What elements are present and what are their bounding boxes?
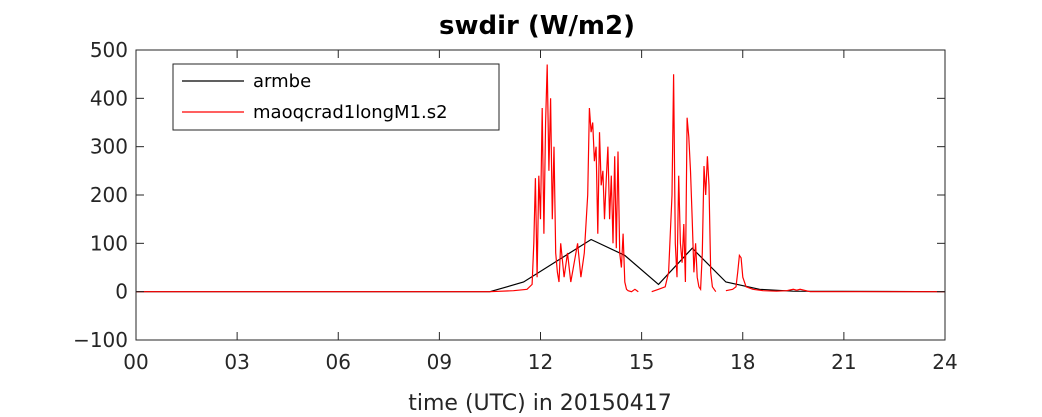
x-axis-label: time (UTC) in 20150417 <box>408 391 672 416</box>
axes: 00 03 06 09 12 15 18 21 24 −100 0 100 200 300 400 500 <box>73 38 958 374</box>
series-line-armbe-0 <box>136 238 946 293</box>
x-tick-label: 09 <box>427 350 452 374</box>
x-tick-label: 06 <box>326 350 351 374</box>
series-line-maoqcrad-1 <box>651 74 717 293</box>
y-tick-label: 100 <box>90 231 128 255</box>
legend: armbe maoqcrad1longM1.s2 <box>172 63 500 131</box>
chart-title: swdir (W/m2) <box>439 11 635 41</box>
series-line-maoqcrad-0 <box>136 64 639 293</box>
plot-area <box>136 64 946 293</box>
x-tick-label: 00 <box>123 350 148 374</box>
y-tick-label: −100 <box>73 328 128 352</box>
legend-box <box>172 63 500 131</box>
y-tick-label: 400 <box>90 86 128 110</box>
series-line-maoqcrad-2 <box>725 253 945 293</box>
y-tick-label: 300 <box>90 135 128 159</box>
x-tick-label: 12 <box>528 350 553 374</box>
legend-label: armbe <box>253 71 311 92</box>
x-tick-label: 03 <box>224 350 249 374</box>
y-tick-label: 0 <box>115 280 128 304</box>
y-tick-label: 500 <box>90 38 128 62</box>
x-tick-label: 21 <box>831 350 856 374</box>
legend-label: maoqcrad1longM1.s2 <box>253 102 448 123</box>
y-tick-label: 200 <box>90 183 128 207</box>
x-tick-label: 15 <box>629 350 654 374</box>
x-tick-label: 24 <box>932 350 957 374</box>
x-tick-label: 18 <box>730 350 755 374</box>
